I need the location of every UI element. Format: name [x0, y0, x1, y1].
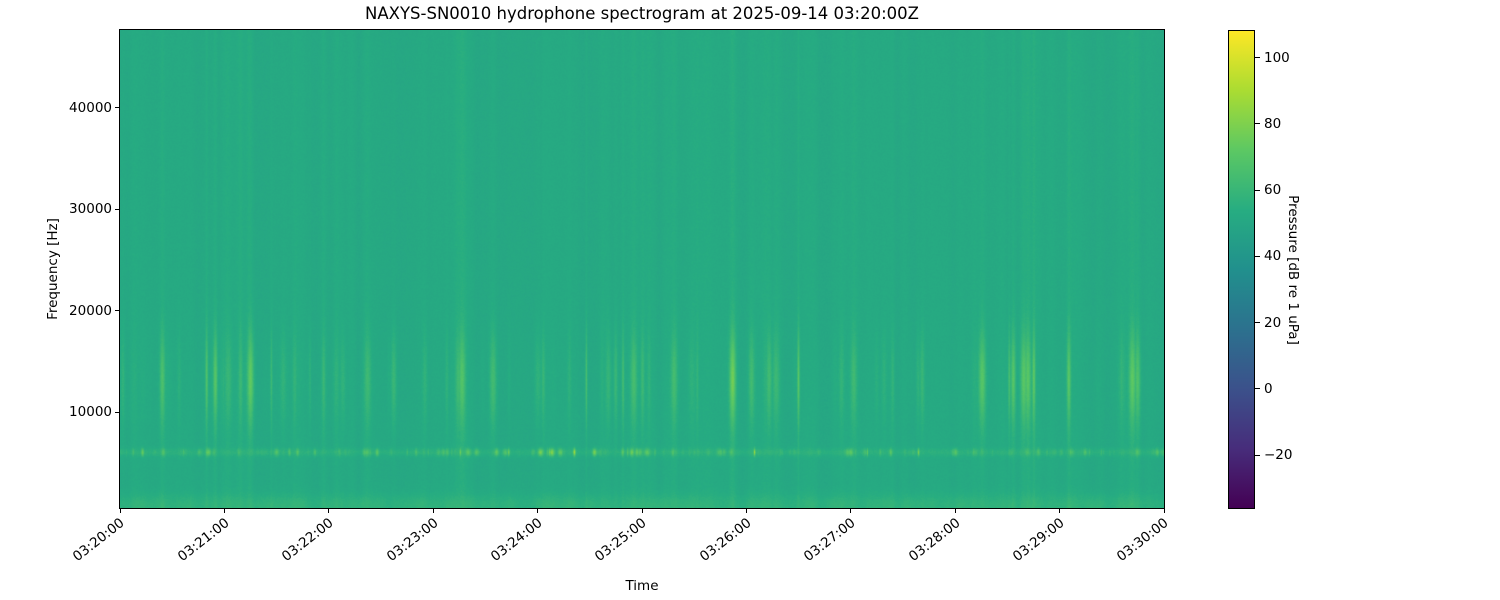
x-tick-mark: [1059, 508, 1061, 513]
x-tick-label: 03:30:00: [1114, 515, 1172, 565]
y-tick-label: 40000: [69, 99, 112, 116]
colorbar-tick-mark: [1255, 388, 1260, 390]
x-tick-label: 03:24:00: [487, 515, 546, 565]
colorbar-label: Pressure [dB re 1 uPa]: [1285, 195, 1301, 345]
colorbar-tick-mark: [1255, 57, 1260, 58]
y-tick-mark: [115, 208, 120, 210]
x-tick-mark: [328, 508, 330, 513]
colorbar-tick-label: 60: [1264, 182, 1282, 198]
x-axis-label: Time: [625, 578, 659, 594]
x-tick-label: 03:26:00: [696, 515, 755, 565]
spectrogram-heatmap: [120, 30, 1164, 508]
colorbar-tick-mark: [1255, 255, 1260, 257]
chart-title: NAXYS-SN0010 hydrophone spectrogram at 2…: [365, 4, 919, 23]
x-tick-label: 03:29:00: [1009, 515, 1068, 565]
x-tick-mark: [537, 508, 539, 513]
y-tick-label: 30000: [69, 201, 112, 218]
x-tick-mark: [641, 508, 643, 513]
x-tick-label: 03:23:00: [383, 515, 442, 565]
colorbar-tick-mark: [1255, 189, 1260, 191]
x-tick-label: 03:28:00: [905, 515, 964, 565]
y-axis-label: Frequency [Hz]: [45, 218, 61, 320]
colorbar-tick-label: 80: [1264, 115, 1282, 132]
x-tick-mark: [954, 508, 956, 513]
colorbar-tick-label: 40: [1264, 248, 1282, 265]
x-tick-mark: [850, 508, 852, 513]
x-tick-mark: [745, 508, 747, 513]
x-tick-mark: [432, 508, 434, 513]
colorbar-tick-label: 100: [1264, 49, 1290, 66]
colorbar-tick-mark: [1255, 123, 1260, 125]
x-tick-label: 03:21:00: [174, 515, 233, 565]
colorbar-tick-mark: [1255, 454, 1260, 456]
y-tick-label: 10000: [69, 404, 112, 421]
colorbar-tick-label: 20: [1264, 314, 1282, 331]
y-tick-label: 20000: [69, 302, 112, 319]
colorbar-tick-label: −20: [1264, 447, 1293, 463]
x-tick-mark: [119, 508, 121, 513]
x-tick-label: 03:25:00: [592, 515, 650, 565]
y-tick-mark: [115, 107, 120, 109]
plot-area: [119, 29, 1165, 509]
colorbar-tick-mark: [1255, 322, 1260, 323]
y-tick-mark: [115, 411, 120, 413]
x-tick-label: 03:22:00: [279, 515, 337, 565]
colorbar-tick-label: 0: [1264, 380, 1273, 397]
x-tick-label: 03:20:00: [70, 515, 128, 565]
y-tick-mark: [115, 310, 120, 312]
x-tick-mark: [1163, 508, 1165, 513]
colorbar: [1228, 30, 1255, 509]
x-tick-label: 03:27:00: [801, 515, 859, 565]
x-tick-mark: [223, 508, 225, 513]
